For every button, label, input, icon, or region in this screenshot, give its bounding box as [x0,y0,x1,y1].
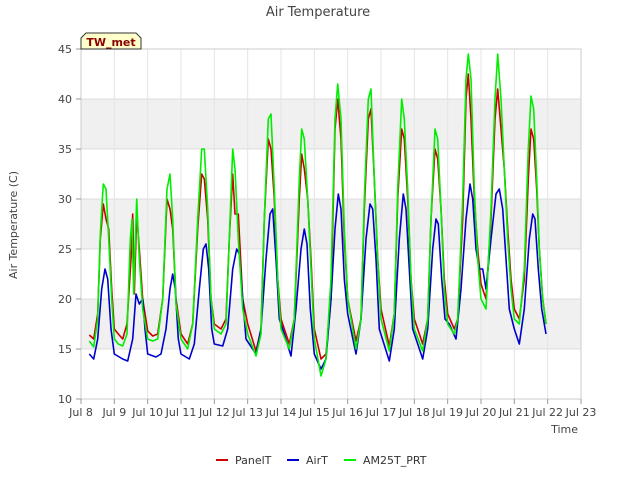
data-series [88,53,547,377]
legend-label-panelt: PanelT [235,454,272,467]
x-tick-label: Jul 20 [465,406,497,419]
y-tick-label: 45 [58,43,72,56]
x-tick-label: Jul 9 [101,406,126,419]
x-tick-label: Jul 13 [231,406,263,419]
x-tick-label: Jul 23 [565,406,597,419]
x-axis-label: Time [550,423,578,436]
x-tick-label: Jul 14 [265,406,297,419]
x-tick-label: Jul 12 [198,406,230,419]
site-badge: TW_met [80,32,142,50]
background-band [81,349,581,399]
background-band [81,49,581,99]
x-axis: Jul 8 Jul 9 Jul 10 Jul 11 Jul 12 Jul 13 Jul 14… [68,399,596,419]
y-tick-label: 10 [58,393,72,406]
y-tick-label: 30 [58,193,72,206]
x-tick-label: Jul 22 [531,406,563,419]
x-tick-label: Jul 19 [431,406,463,419]
legend-label-airt: AirT [306,454,328,467]
y-tick-label: 35 [58,143,72,156]
chart-title: Air Temperature [266,5,370,20]
x-tick-label: Jul 8 [68,406,93,419]
x-tick-label: Jul 18 [398,406,430,419]
x-tick-label: Jul 10 [131,406,163,419]
x-tick-label: Jul 15 [298,406,330,419]
legend-label-am25t-prt: AM25T_PRT [363,454,427,467]
x-tick-label: Jul 16 [331,406,363,419]
background-bands [81,49,581,399]
y-axis-label: Air Temperature (C) [7,171,20,279]
x-tick-label: Jul 11 [165,406,197,419]
y-tick-label: 25 [58,243,72,256]
y-tick-label: 40 [58,93,72,106]
series-line-am25t-prt [88,53,547,377]
y-tick-label: 20 [58,293,72,306]
plot-area [80,48,582,400]
y-tick-label: 15 [58,343,72,356]
site-badge-label: TW_met [86,36,135,49]
site-badge-shape [80,32,142,50]
y-axis: 10 15 20 25 30 35 40 45 [58,43,81,406]
background-band [81,99,581,149]
x-tick-label: Jul 21 [498,406,530,419]
legend: PanelT AirT AM25T_PRT [216,454,427,467]
x-tick-label: Jul 17 [365,406,397,419]
